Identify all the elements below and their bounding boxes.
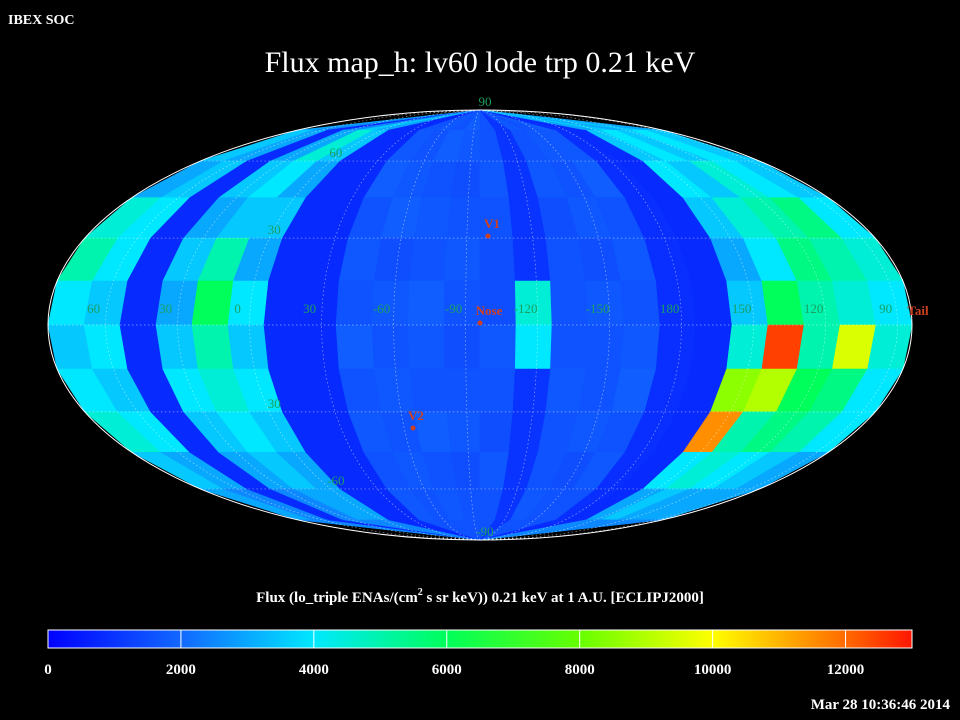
colorbar-label-part: s sr keV)) 0.21 keV at 1 A.U. [ECLIPJ200… — [423, 590, 704, 606]
flux-cell — [550, 280, 589, 326]
lon-label: 120 — [804, 301, 824, 316]
lat-label: 60 — [329, 145, 342, 160]
point-label: V1 — [484, 216, 500, 231]
flux-cell — [479, 411, 514, 453]
colorbar-label: Flux (lo_triple ENAs/(cm2 s sr keV)) 0.2… — [256, 587, 704, 606]
flux-cell — [373, 368, 415, 413]
lat-label: -60 — [327, 473, 344, 488]
colorbar-tick-label: 8000 — [565, 662, 595, 678]
meridian — [249, 109, 481, 541]
graticule: 60 30 0 30 -60 -90 -120 -150 180 150 120 90 90 60 30 30… — [47, 94, 913, 541]
flux-cell — [335, 280, 375, 326]
chart-title: Flux map_h: lv60 lode trp 0.21 keV — [265, 46, 696, 79]
header: IBEX SOC — [8, 13, 75, 28]
flux-cell — [446, 197, 481, 239]
flux-cell — [263, 324, 305, 370]
flux-cell — [407, 280, 446, 326]
flux-cell — [655, 324, 697, 370]
timestamp: Mar 28 10:36:46 2014 — [811, 697, 951, 713]
flux-cell — [620, 324, 661, 370]
lon-label: -60 — [373, 301, 390, 316]
flux-cell — [514, 324, 553, 370]
flux-cell — [691, 280, 733, 326]
flux-cell — [263, 280, 305, 326]
colorbar-tick-label: 0 — [44, 662, 52, 678]
colorbar-tick-label: 6000 — [432, 662, 462, 678]
point-label: Tail — [907, 303, 929, 318]
flux-cell — [620, 280, 661, 326]
colorbar-tick-label: 12000 — [827, 662, 865, 678]
flux-cell — [446, 411, 481, 453]
flux-cell — [227, 324, 269, 370]
points: V1 Nose V2 Tail — [408, 216, 929, 431]
flux-cell — [479, 368, 516, 413]
flux-cell — [761, 280, 805, 326]
meridian — [479, 109, 826, 541]
colorbar-tick-label: 10000 — [694, 662, 732, 678]
lon-label: 60 — [87, 301, 100, 316]
flux-cell — [155, 324, 199, 370]
colorbar-label-sup: 2 — [418, 587, 423, 598]
flux-cell — [691, 324, 733, 370]
lat-label: -90 — [476, 524, 493, 539]
colorbar-label-part: Flux (lo_triple ENAs/(cm — [256, 590, 418, 606]
meridian — [177, 109, 481, 541]
flux-cell — [443, 324, 481, 370]
lon-label: 30 — [159, 301, 172, 316]
flux-cell — [335, 324, 375, 370]
meridian — [479, 109, 754, 541]
meridian — [479, 109, 538, 541]
lon-label: -120 — [514, 301, 538, 316]
flux-cell — [191, 280, 234, 326]
lon-label: 0 — [234, 301, 241, 316]
flux-cell — [373, 237, 415, 282]
flux-cell — [479, 324, 517, 370]
flux-cell — [409, 368, 448, 413]
flux-cell — [479, 237, 516, 282]
flux-cell — [299, 324, 340, 370]
heatmap — [47, 109, 913, 541]
colorbar-tick-label: 2000 — [166, 662, 196, 678]
point-marker — [410, 425, 416, 431]
lon-label: 30 — [303, 301, 316, 316]
meridian — [479, 109, 898, 541]
colorbar-bar — [47, 629, 913, 649]
lon-label: 150 — [732, 301, 752, 316]
flux-cell — [585, 324, 625, 370]
point-label: Nose — [476, 303, 503, 318]
lat-label: 30 — [268, 396, 281, 411]
colorbar-tick-label: 4000 — [299, 662, 329, 678]
flux-cell — [512, 368, 551, 413]
flux-cell — [761, 324, 805, 370]
flux-cell — [407, 324, 446, 370]
lon-label: 90 — [879, 301, 892, 316]
flux-cell — [550, 324, 589, 370]
colorbar: 0 2000 4000 6000 8000 10000 12000 — [44, 629, 913, 678]
point-marker — [477, 320, 483, 326]
point-marker — [485, 233, 491, 239]
lon-label: -90 — [445, 301, 462, 316]
flux-cell — [119, 324, 164, 370]
point-label: V2 — [408, 408, 424, 423]
flux-cell — [444, 237, 481, 282]
flux-cell — [512, 237, 551, 282]
flux-cell — [444, 368, 481, 413]
lon-label: 180 — [660, 301, 680, 316]
flux-cell — [409, 237, 448, 282]
lat-label: 30 — [268, 222, 281, 237]
flux-cell — [726, 324, 769, 370]
flux-cell — [119, 280, 164, 326]
flux-cell — [191, 324, 234, 370]
meridian — [465, 109, 481, 541]
lon-label: -150 — [586, 301, 610, 316]
lat-label: 90 — [479, 94, 492, 109]
flux-cell — [371, 324, 410, 370]
